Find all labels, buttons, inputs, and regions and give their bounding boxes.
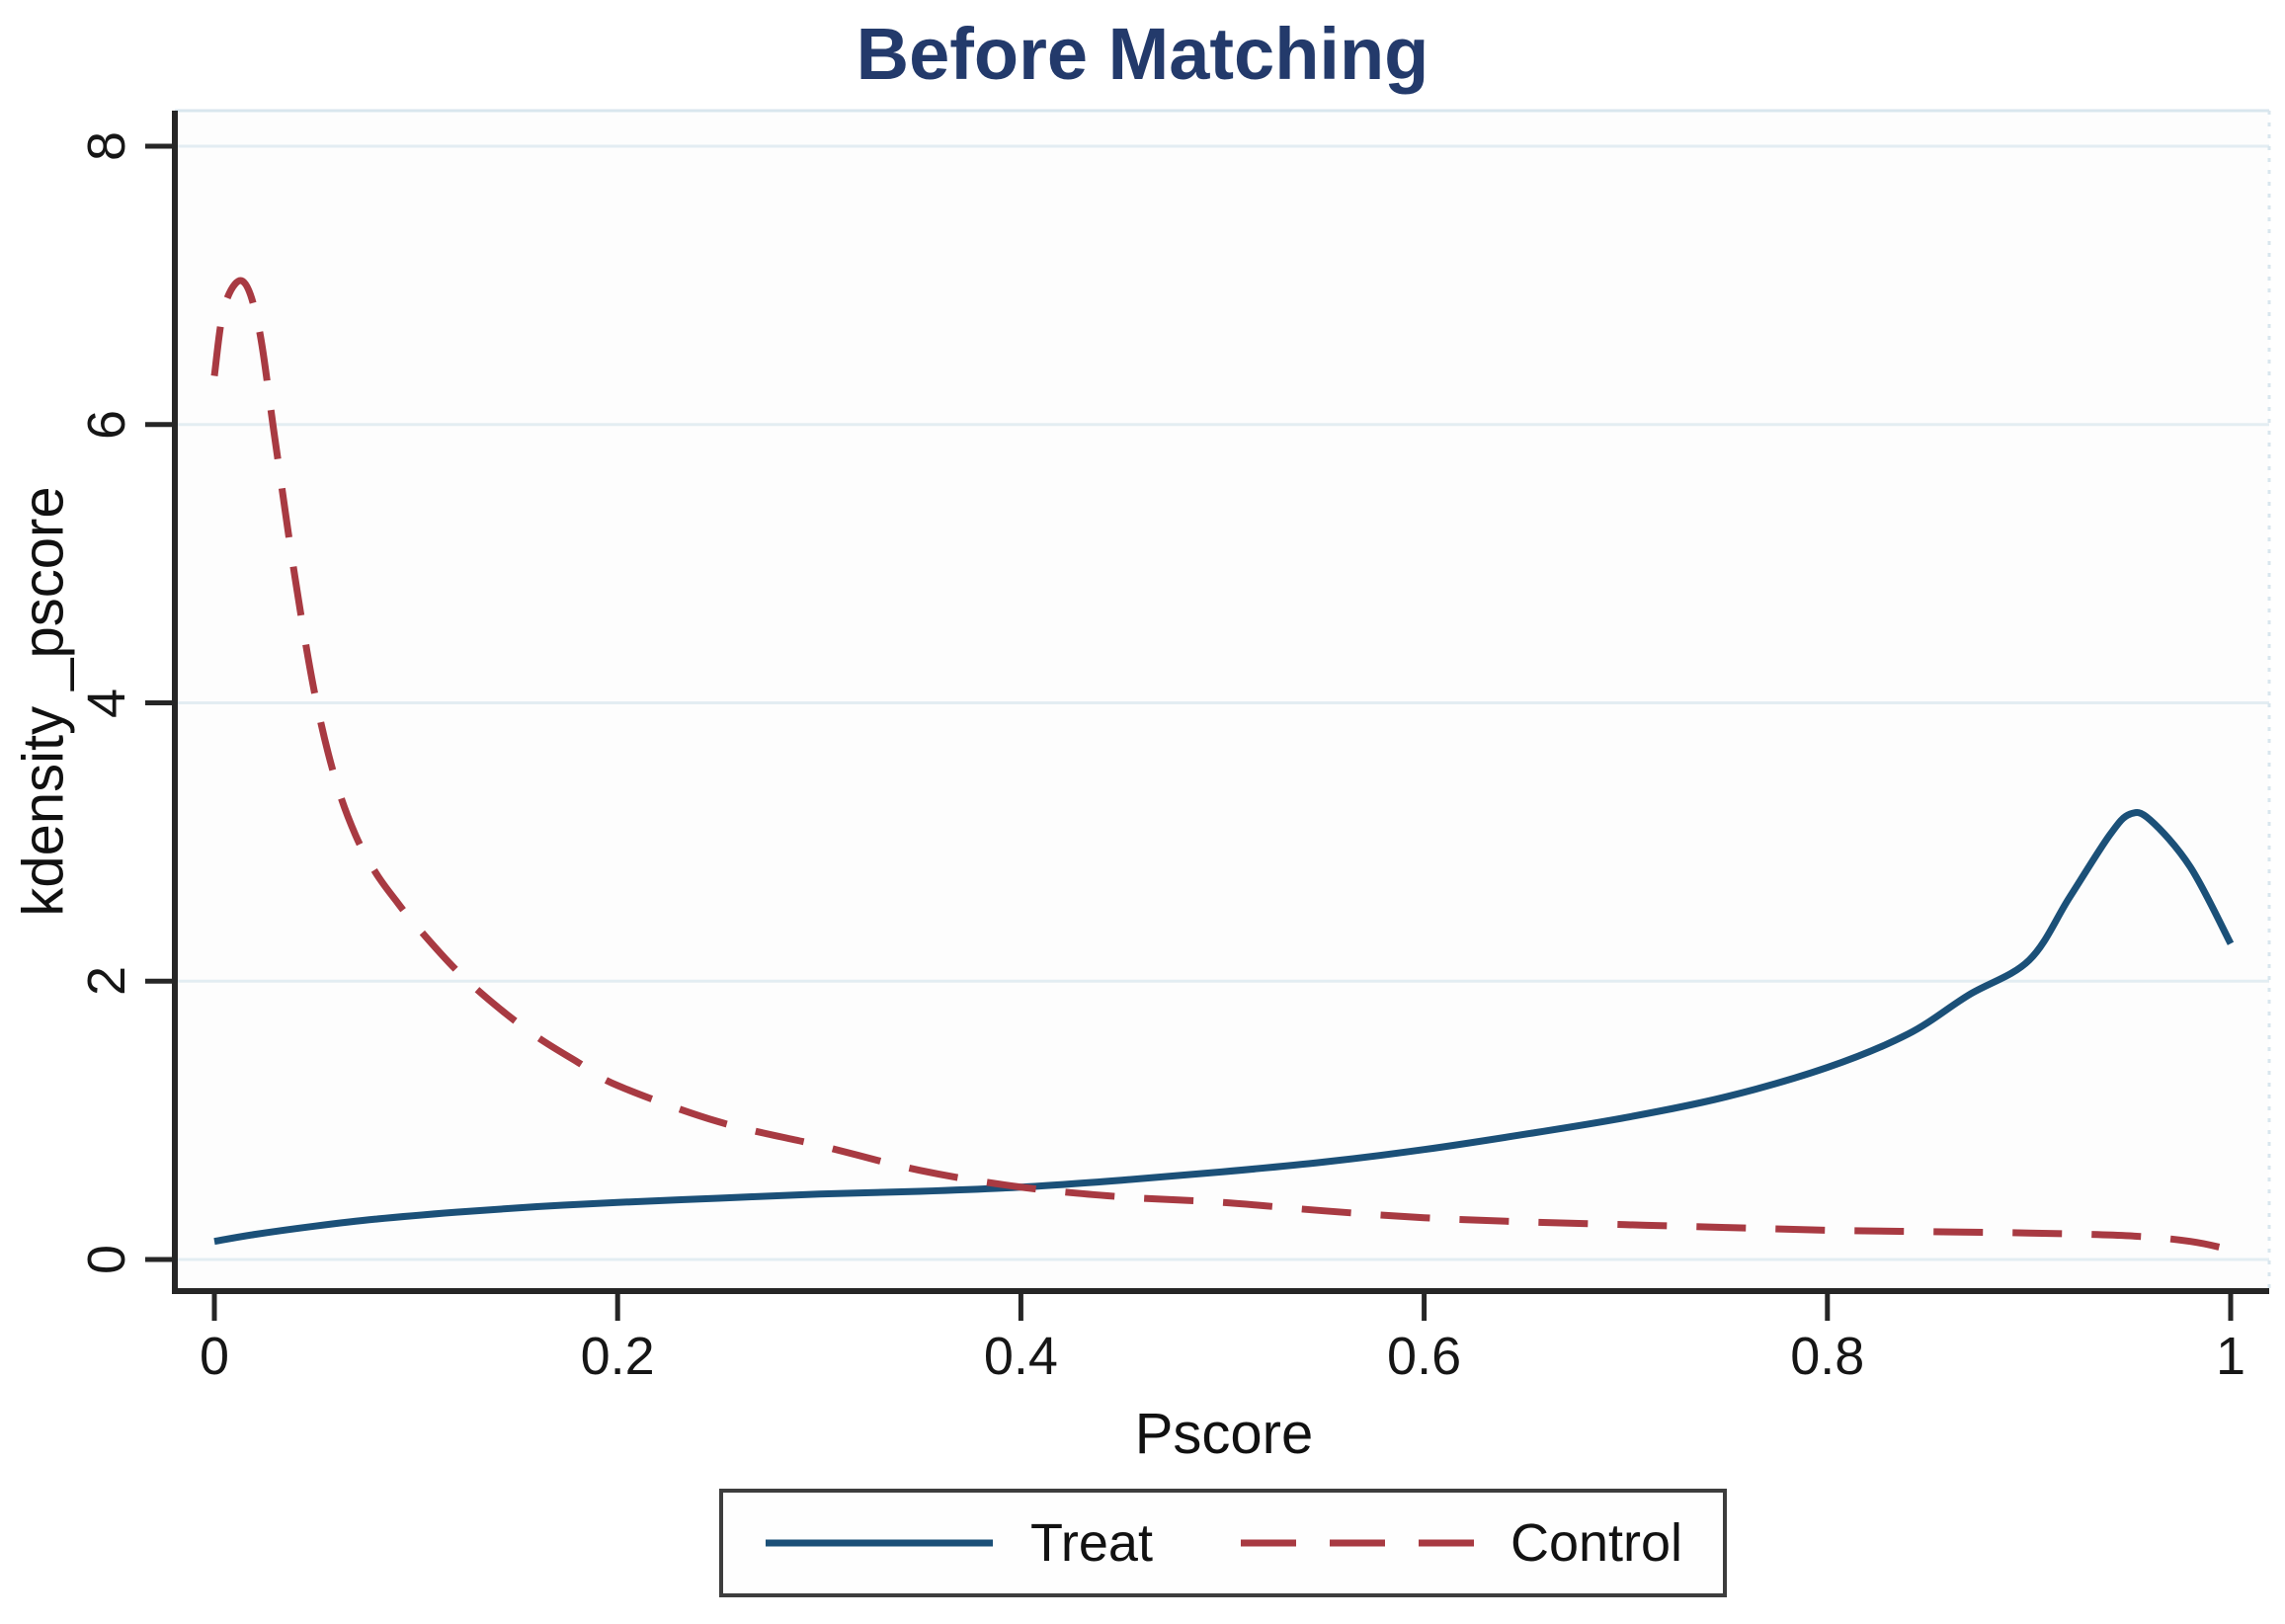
y-tick-label: 6 xyxy=(77,409,136,440)
plot-background xyxy=(175,111,2269,1291)
x-axis-title: Pscore xyxy=(1134,1402,1314,1466)
legend-item-treat: Treat xyxy=(764,1516,1153,1570)
legend: Treat Control xyxy=(719,1489,1727,1597)
x-tick-label: 0.4 xyxy=(983,1327,1058,1386)
y-axis-title: kdensity _pscore xyxy=(11,486,76,917)
x-tick-label: 0 xyxy=(199,1327,230,1386)
legend-label-treat: Treat xyxy=(1029,1513,1153,1573)
y-tick-label: 0 xyxy=(77,1244,136,1275)
legend-item-control: Control xyxy=(1240,1516,1682,1570)
curve-treat xyxy=(213,809,2235,1246)
y-tick-label: 8 xyxy=(77,130,136,162)
control-line-sample-icon xyxy=(1240,1539,1474,1547)
chart-title: Before Matching xyxy=(856,13,1429,95)
y-tick-label: 4 xyxy=(77,688,136,718)
x-tick-label: 0.6 xyxy=(1387,1327,1462,1386)
x-tick-label: 0.2 xyxy=(580,1327,655,1386)
x-tick-label: 1 xyxy=(2215,1327,2246,1386)
legend-label-control: Control xyxy=(1510,1513,1683,1573)
treat-line-sample-icon xyxy=(765,1539,993,1547)
y-tick-label: 2 xyxy=(77,966,136,997)
curve-control xyxy=(210,277,2232,1254)
x-tick-label: 0.8 xyxy=(1790,1327,1865,1386)
